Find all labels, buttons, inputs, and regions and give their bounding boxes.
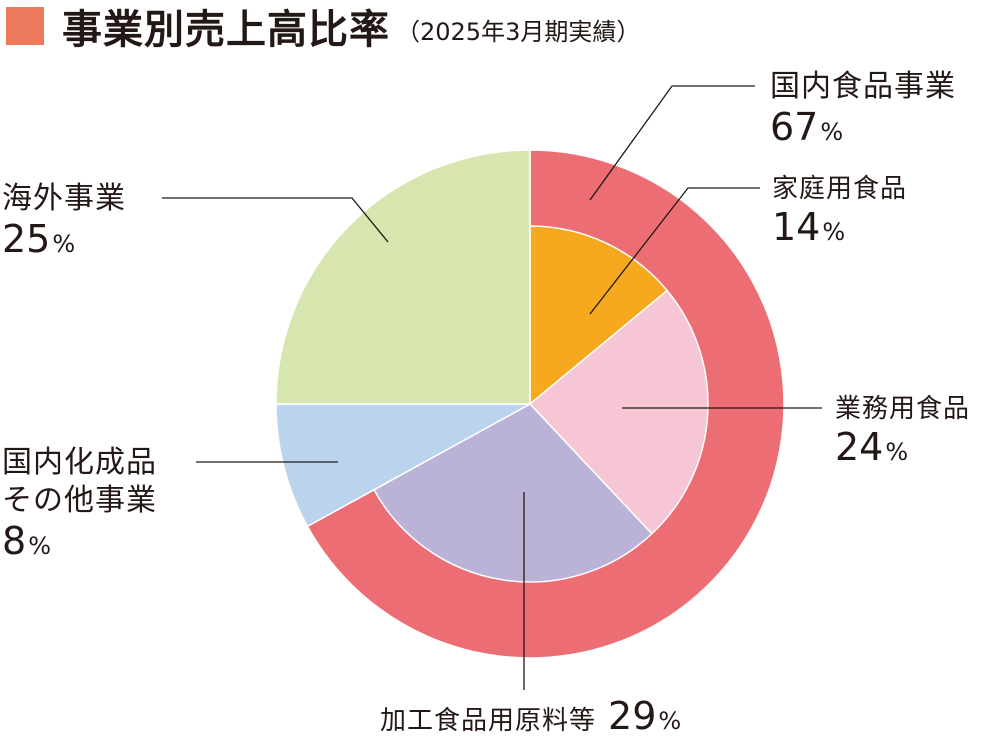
label-chemical: 国内化成品 その他事業 8% (2, 444, 157, 567)
leader-line-domestic-food (589, 85, 755, 201)
label-processed-pct: 29% (608, 694, 682, 738)
label-business-name: 業務用食品 (835, 394, 971, 424)
label-overseas: 海外事業 25% (2, 180, 126, 265)
leader-line-household (589, 187, 760, 315)
label-domestic-food: 国内食品事業 67% (770, 68, 956, 153)
label-household: 家庭用食品 14% (772, 172, 907, 253)
label-household-name: 家庭用食品 (772, 174, 908, 204)
label-overseas-name: 海外事業 (2, 181, 126, 216)
label-chemical-pct: 8% (2, 519, 51, 563)
slice-5 (275, 149, 531, 405)
chart-title-area: 事業別売上高比率 （2025年3月期実績） (6, 2, 641, 53)
leader-line-overseas (162, 197, 389, 243)
chart-subtitle: （2025年3月期実績） (396, 17, 641, 46)
slice-4 (275, 403, 531, 528)
label-business: 業務用食品 24% (835, 392, 970, 473)
label-business-pct: 24% (835, 425, 909, 469)
title-marker-square (6, 7, 44, 45)
label-chemical-name-line2: その他事業 (2, 483, 157, 518)
slice-2 (528, 289, 709, 535)
label-processed-name: 加工食品用原料等 (380, 706, 597, 736)
chart-title: 事業別売上高比率 (62, 7, 390, 53)
label-domestic-food-pct: 67% (770, 105, 844, 149)
label-domestic-food-name: 国内食品事業 (770, 69, 956, 104)
label-processed: 加工食品用原料等 29% (380, 695, 681, 742)
label-household-pct: 14% (772, 205, 846, 249)
label-chemical-name-line1: 国内化成品 (2, 445, 157, 480)
label-overseas-pct: 25% (2, 217, 76, 261)
slice-1 (529, 225, 669, 406)
slice-3 (372, 403, 653, 583)
